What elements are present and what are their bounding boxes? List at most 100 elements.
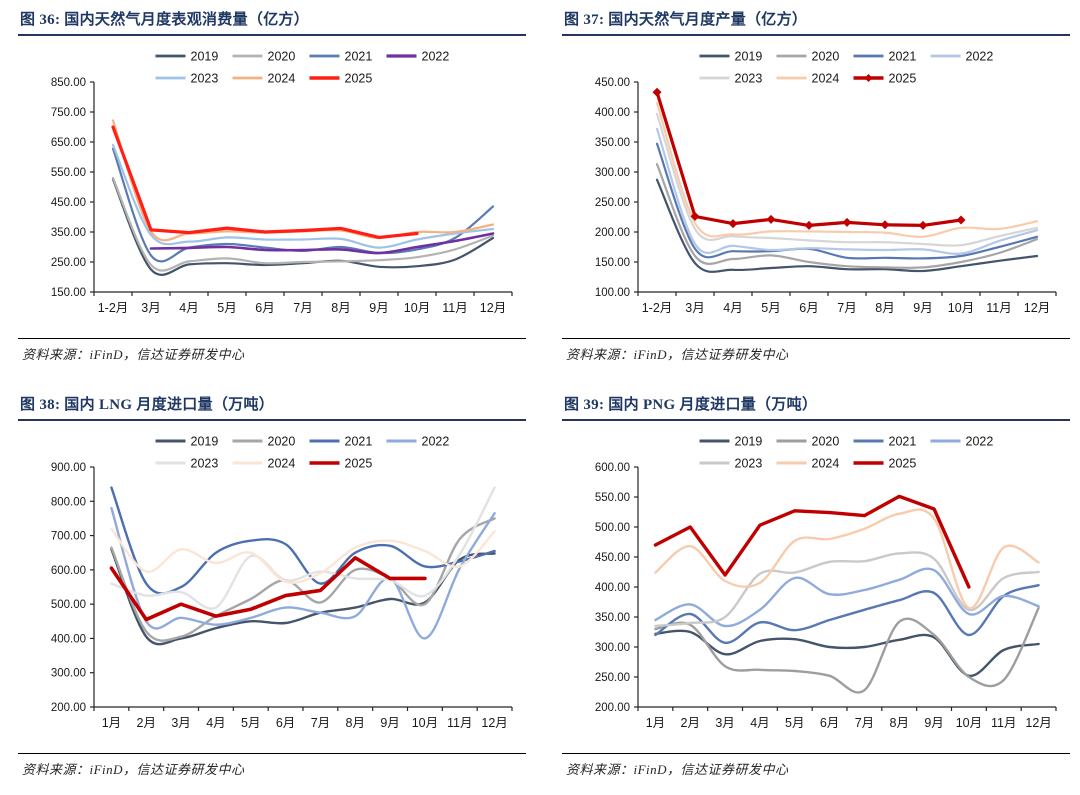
y-tick-label: 800.00 <box>51 496 86 508</box>
x-tick-label: 4月 <box>750 716 769 730</box>
legend-label-2019: 2019 <box>735 435 763 449</box>
series-line-2019 <box>654 629 1040 678</box>
series-line-2021 <box>655 142 1039 260</box>
legend-label-2020: 2020 <box>812 435 840 449</box>
legend-label-2025: 2025 <box>345 457 373 471</box>
figure-39-source: 资料来源：iFinD，信达证券研发中心 <box>562 753 1070 780</box>
x-tick-label: 12月 <box>1025 716 1051 730</box>
series-line-2022 <box>655 127 1039 255</box>
x-tick-label: 5月 <box>217 301 236 315</box>
figure-38-panel: 图 38: 国内 LNG 月度进口量（万吨） 200.00 300.00 400.0… <box>18 391 526 780</box>
x-tick-label: 1-2月 <box>642 301 673 315</box>
x-tick-label: 9月 <box>369 301 388 315</box>
legend-label-2023: 2023 <box>735 72 763 86</box>
y-tick-label: 500.00 <box>595 522 630 534</box>
x-tick-label: 1月 <box>102 716 121 730</box>
x-tick-label: 4月 <box>723 301 742 315</box>
diamond-marker <box>918 220 928 230</box>
y-tick-label: 350.00 <box>595 612 630 624</box>
x-tick-label: 4月 <box>206 716 225 730</box>
x-tick-label: 1-2月 <box>98 301 129 315</box>
legend-label-2021: 2021 <box>889 50 917 64</box>
y-tick-label: 150.00 <box>595 257 630 269</box>
x-tick-label: 6月 <box>255 301 274 315</box>
series-line-2022 <box>654 567 1040 628</box>
legend-label-2024: 2024 <box>268 457 296 471</box>
legend-label-2021: 2021 <box>345 435 373 449</box>
axes: 200.00 300.00 400.00 500.00 600.00 700.00 800.… <box>51 462 513 730</box>
y-tick-label: 400.00 <box>51 633 86 645</box>
x-tick-label: 7月 <box>837 301 856 315</box>
series-line-2025 <box>109 556 427 622</box>
legend-label-2021: 2021 <box>889 435 917 449</box>
figure-38-line-chart: 200.00 300.00 400.00 500.00 600.00 700.00 800.… <box>51 435 513 730</box>
series-line-2020 <box>111 176 495 272</box>
x-tick-label: 9月 <box>924 716 943 730</box>
figure-37-panel: 图 37: 国内天然气月度产量（亿方） 100.00 150.00 200.00 25… <box>562 6 1070 365</box>
legend-label-2022: 2022 <box>422 435 450 449</box>
y-tick-label: 400.00 <box>595 582 630 594</box>
x-tick-label: 7月 <box>855 716 874 730</box>
x-tick-label: 1月 <box>646 716 665 730</box>
y-tick-label: 900.00 <box>51 462 86 474</box>
legend-label-2019: 2019 <box>191 435 219 449</box>
figure-39-chart-area: 200.00 250.00 300.00 350.00 400.00 450.00 500.… <box>562 421 1070 751</box>
legend-label-2023: 2023 <box>191 72 219 86</box>
legend-label-2022: 2022 <box>966 50 994 64</box>
y-tick-label: 250.00 <box>595 197 630 209</box>
series-line-2022 <box>110 506 496 640</box>
figure-38-chart-area: 200.00 300.00 400.00 500.00 600.00 700.00 800.… <box>18 421 526 751</box>
x-tick-label: 10月 <box>948 301 974 315</box>
legend-label-2022: 2022 <box>422 50 450 64</box>
series-lines <box>653 494 1040 694</box>
series-line-2020 <box>110 517 496 642</box>
series-line-2024 <box>111 119 495 242</box>
x-tick-label: 10月 <box>412 716 438 730</box>
series-line-2023 <box>110 486 496 610</box>
figure-39-line-chart: 200.00 250.00 300.00 350.00 400.00 450.00 500.… <box>595 435 1057 730</box>
x-tick-label: 8月 <box>331 301 350 315</box>
x-tick-label: 11月 <box>447 716 472 730</box>
diamond-marker <box>880 220 890 230</box>
x-tick-label: 12月 <box>480 301 506 315</box>
series-line-2024 <box>110 527 496 584</box>
legend-label-2024: 2024 <box>812 72 840 86</box>
figure-38-source: 资料来源：iFinD，信达证券研发中心 <box>18 753 526 780</box>
figure-36-line-chart: 150.00 250.00 350.00 450.00 550.00 650.00 750.… <box>51 50 513 315</box>
figure-37-title: 图 37: 国内天然气月度产量（亿方） <box>562 6 1070 36</box>
legend-label-2025: 2025 <box>889 457 917 471</box>
legend: 2019 2020 2021 2022 2023 2024 2025 <box>699 435 994 471</box>
axes: 100.00 150.00 200.00 250.00 300.00 350.00 400.… <box>595 77 1057 315</box>
legend: 2019 2020 2021 2022 2023 2024 2025 <box>155 50 450 86</box>
y-tick-label: 550.00 <box>51 167 86 179</box>
series-lines <box>109 486 496 646</box>
diamond-marker <box>728 219 738 229</box>
x-tick-label: 2月 <box>681 716 700 730</box>
figure-36-title: 图 36: 国内天然气月度表观消费量（亿方） <box>18 6 526 36</box>
series-line-2025 <box>655 90 963 227</box>
legend-label-2024: 2024 <box>268 72 296 86</box>
series-line-2020 <box>654 606 1040 694</box>
diamond-marker <box>864 74 873 82</box>
diamond-marker <box>766 214 776 224</box>
x-tick-label: 12月 <box>481 716 507 730</box>
series-lines <box>111 119 495 276</box>
y-tick-label: 650.00 <box>51 137 86 149</box>
y-tick-label: 450.00 <box>51 197 86 209</box>
legend: 2019 2020 2021 2022 2023 2024 2025 <box>699 50 994 86</box>
x-tick-label: 6月 <box>276 716 295 730</box>
legend-label-2022: 2022 <box>966 435 994 449</box>
legend-label-2019: 2019 <box>191 50 219 64</box>
y-tick-label: 300.00 <box>595 642 630 654</box>
y-tick-label: 200.00 <box>595 702 630 714</box>
y-tick-label: 750.00 <box>51 107 86 119</box>
series-line-2025 <box>111 125 419 239</box>
legend-label-2023: 2023 <box>735 457 763 471</box>
y-tick-label: 400.00 <box>595 107 630 119</box>
legend-label-2021: 2021 <box>345 50 373 64</box>
figure-36-panel: 图 36: 国内天然气月度表观消费量（亿方） 150.00 250.00 350.0… <box>18 6 526 365</box>
y-tick-label: 250.00 <box>595 672 630 684</box>
x-tick-label: 2月 <box>137 716 156 730</box>
y-tick-label: 450.00 <box>595 552 630 564</box>
x-tick-label: 12月 <box>1024 301 1050 315</box>
